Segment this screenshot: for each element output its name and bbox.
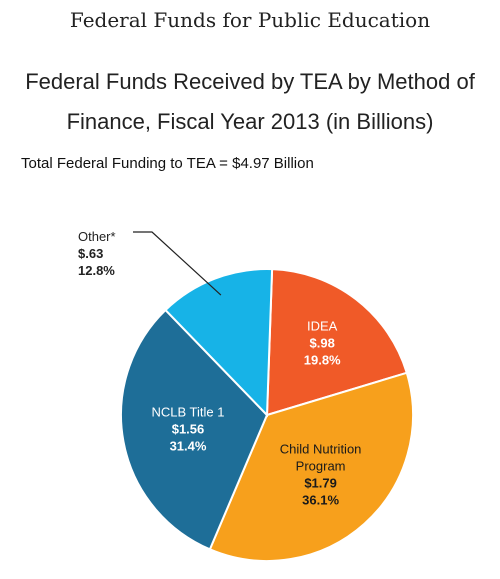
slice-label-nclb-title-1-percent: 31.4%: [170, 439, 207, 454]
chart-title-line-2: Finance, Fiscal Year 2013 (in Billions): [66, 109, 434, 134]
slice-label-idea-name-0: IDEA: [307, 318, 338, 333]
slice-label-other-name-0: Other*: [78, 229, 116, 244]
slice-label-child-nutrition-program-name-0: Child Nutrition: [280, 441, 362, 456]
pie-slice-other: [164, 268, 274, 418]
chart-title-line-1: Federal Funds Received by TEA by Method …: [25, 69, 475, 94]
pie-slice-child-nutrition-program: [208, 371, 414, 562]
pie-slice-idea: [265, 268, 409, 417]
slice-label-child-nutrition-program-value: $1.79: [304, 475, 337, 490]
page-heading: Federal Funds for Public Education: [69, 8, 431, 32]
slice-label-child-nutrition-program-name-1: Program: [296, 458, 346, 473]
slice-label-other-percent: 12.8%: [78, 263, 115, 278]
slice-label-idea-value: $.98: [310, 335, 335, 350]
chart-subtitle: Total Federal Funding to TEA = $4.97 Bil…: [21, 155, 314, 172]
chart-title: Federal Funds Received by TEA by Method …: [0, 62, 500, 142]
leader-line-other: [133, 231, 222, 296]
slice-label-idea-percent: 19.8%: [304, 352, 341, 367]
slice-label-nclb-title-1-value: $1.56: [172, 422, 205, 437]
slice-label-nclb-title-1-name-0: NCLB Title 1: [152, 405, 225, 420]
pie-slice-nclb-title-1: [120, 308, 269, 551]
slice-label-other-value: $.63: [78, 246, 103, 261]
slice-label-child-nutrition-program-percent: 36.1%: [302, 492, 339, 507]
